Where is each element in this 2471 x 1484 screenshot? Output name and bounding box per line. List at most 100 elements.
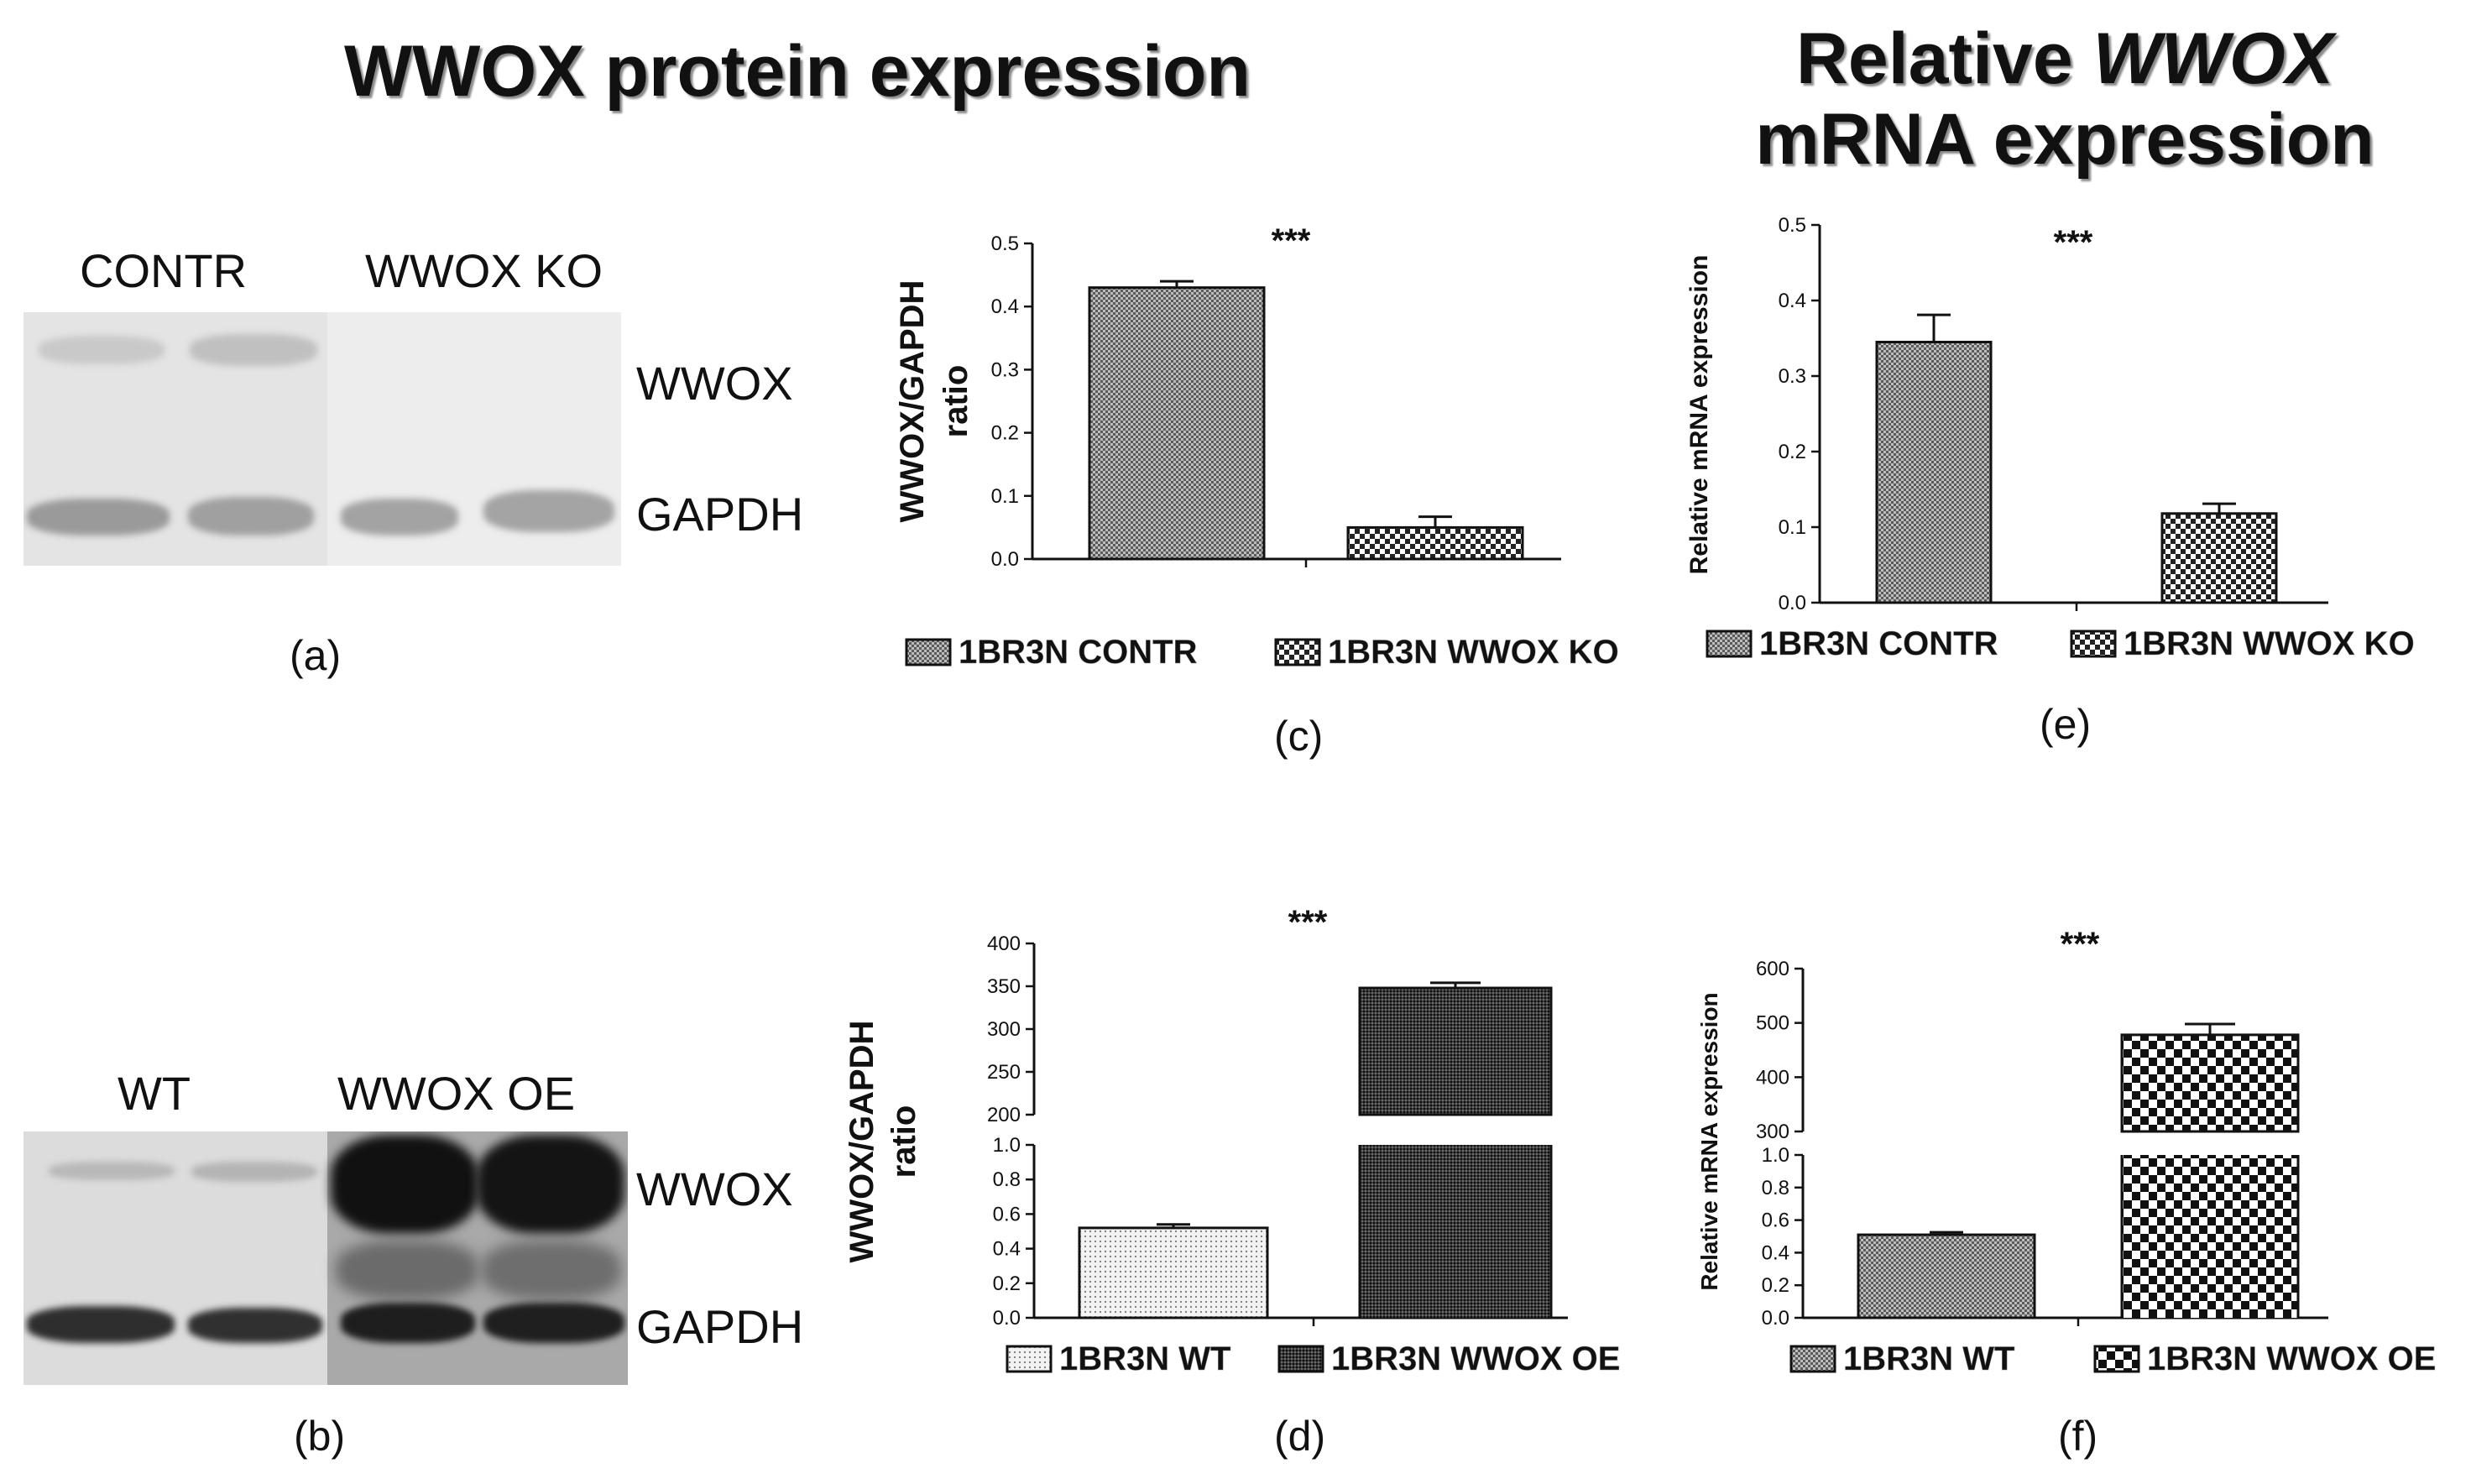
y-tick-label: 0.0 <box>1762 1307 1789 1330</box>
panel-label-c: (c) <box>1274 713 1324 760</box>
blot-a-wwox-band-2 <box>190 334 317 366</box>
panel-label-f: (f) <box>2058 1413 2098 1460</box>
y-tick-label: 0.2 <box>993 1272 1021 1295</box>
bar-1br3n-wt <box>1857 1233 2036 1319</box>
legend-label: 1BR3N WT <box>1059 1340 1230 1377</box>
blot-b-band-label-gapdh: GAPDH <box>636 1300 804 1353</box>
y-tick-label: 500 <box>1756 1012 1789 1035</box>
y-tick-label: 250 <box>987 1061 1021 1084</box>
y-tick-label: 0.8 <box>1762 1177 1789 1199</box>
blot-a-gapdh-band-3 <box>341 499 458 536</box>
y-tick-label: 0.2 <box>991 422 1019 445</box>
blot-b-smear-oe-1 <box>336 1241 478 1299</box>
blot-a-band-label-wwox: WWOX <box>636 357 793 410</box>
blot-b-smear-oe-2 <box>482 1241 621 1299</box>
y-tick-label: 0.4 <box>993 1238 1021 1261</box>
y-tick-label: 0.0 <box>993 1307 1021 1330</box>
significance-stars: *** <box>2054 224 2093 261</box>
y-tick-label: 0.0 <box>991 548 1019 571</box>
y-tick-label: 350 <box>987 975 1021 998</box>
y-axis-label: WWOX/GAPDH <box>894 280 931 523</box>
legend-label: 1BR3N WWOX OE <box>2147 1340 2436 1377</box>
bar-1br3n-wt <box>1078 1226 1269 1319</box>
legend-label: 1BR3N WWOX OE <box>1331 1340 1620 1377</box>
blot-b-gapdh-band-3 <box>341 1303 475 1343</box>
blot-b-gapdh-band-1 <box>27 1306 175 1343</box>
bar-1br3n-wwox-oe-upper <box>2120 1033 2300 1133</box>
blot-a-band-label-gapdh: GAPDH <box>636 488 804 541</box>
y-tick-label: 0.5 <box>991 233 1019 255</box>
legend-swatch <box>2070 630 2117 658</box>
chart-e: 0.0 0.1 0.2 0.3 0.4 0.5 *** Relative mRNA expre… <box>1685 214 2415 662</box>
y-tick-label: 1.0 <box>1762 1144 1789 1167</box>
legend-label: 1BR3N WWOX KO <box>2124 625 2415 662</box>
y-tick-label: 0.3 <box>1779 365 1806 388</box>
panel-label-a: (a) <box>290 632 342 679</box>
title-mrna-gene: WWOX <box>2092 18 2334 99</box>
legend-label: 1BR3N CONTR <box>1759 625 1998 662</box>
chart-d: 0.0 0.2 0.4 0.6 0.8 1.0 200 250 300 350 400 *** WWOX… <box>844 904 1621 1377</box>
significance-stars: *** <box>1288 904 1328 941</box>
chart-c: 0.0 0.1 0.2 0.3 0.4 0.5 *** WWOX/GAPDH ratio 1BR3… <box>894 222 1619 671</box>
bar-1br3n-wwox-oe-upper <box>1358 986 1553 1116</box>
y-axis-label: Relative mRNA expression <box>1696 992 1722 1290</box>
y-tick-label: 0.4 <box>1762 1241 1789 1264</box>
blot-b-lane-label-wt: WT <box>118 1067 191 1120</box>
legend-swatch <box>1706 630 1753 658</box>
y-axis-label-line2: ratio <box>885 1105 922 1178</box>
y-tick-label: 0.5 <box>1779 214 1806 237</box>
bar-1br3n-wwox-oe-lower <box>1360 1145 1551 1318</box>
blot-b-gapdh-band-4 <box>483 1303 624 1343</box>
y-axis-label-line2: ratio <box>938 365 974 438</box>
y-tick-label: 0.1 <box>1779 516 1806 539</box>
title-mrna-prefix: Relative <box>1795 18 2093 99</box>
y-tick-label: 0.4 <box>991 295 1019 318</box>
bar-1br3n-wwox-oe-lower <box>2122 1155 2298 1318</box>
y-tick-label: 300 <box>1756 1121 1789 1143</box>
blot-a-gapdh-band-1 <box>27 499 170 536</box>
y-tick-label: 300 <box>987 1018 1021 1041</box>
panel-label-d: (d) <box>1274 1413 1326 1460</box>
y-tick-label: 400 <box>987 933 1021 955</box>
western-blot-a <box>24 312 621 566</box>
legend-label: 1BR3N WWOX KO <box>1328 634 1619 671</box>
y-tick-label: 0.6 <box>993 1203 1021 1225</box>
bar-1br3n-wwox-ko <box>2160 512 2278 604</box>
legend-swatch <box>1006 1345 1053 1373</box>
bar-1br3n-contr <box>1875 341 1993 604</box>
significance-stars: *** <box>2061 926 2100 963</box>
y-tick-label: 600 <box>1756 958 1789 980</box>
blot-b-gapdh-band-2 <box>188 1308 322 1343</box>
y-tick-label: 0.3 <box>991 358 1019 381</box>
blot-a-lane-label-ko: WWOX KO <box>365 244 603 297</box>
blot-b-lane-label-oe: WWOX OE <box>337 1067 576 1120</box>
blot-b-wwox-band-2 <box>191 1162 317 1182</box>
blot-a-wwox-band-1 <box>39 336 165 364</box>
y-tick-label: 0.2 <box>1762 1274 1789 1297</box>
legend-swatch <box>1274 638 1321 666</box>
legend-swatch <box>2093 1345 2140 1373</box>
legend-swatch <box>1789 1345 1836 1373</box>
y-axis-label: WWOX/GAPDH <box>844 1021 880 1263</box>
blot-b-band-label-wwox: WWOX <box>636 1163 793 1215</box>
legend-swatch <box>1277 1345 1324 1373</box>
bar-1br3n-contr <box>1088 286 1266 561</box>
blot-b-wwox-band-1 <box>49 1162 175 1180</box>
title-mrna-expression: Relative WWOX mRNA expression <box>1746 18 2384 180</box>
legend-swatch <box>905 638 952 666</box>
significance-stars: *** <box>1272 222 1311 259</box>
y-axis-label: Relative mRNA expression <box>1685 255 1713 575</box>
title-mrna-line2: mRNA expression <box>1755 99 2374 180</box>
y-tick-label: 0.4 <box>1779 290 1806 312</box>
y-tick-label: 0.8 <box>993 1168 1021 1191</box>
legend-label: 1BR3N WT <box>1843 1340 2014 1377</box>
blot-b-wwox-band-oe-1 <box>331 1135 478 1234</box>
panel-label-e: (e) <box>2040 701 2092 748</box>
y-tick-label: 400 <box>1756 1066 1789 1089</box>
blot-a-gapdh-band-4 <box>483 490 614 532</box>
legend-label: 1BR3N CONTR <box>959 634 1198 671</box>
blot-b-wwox-band-oe-2 <box>477 1135 624 1234</box>
blot-a-gapdh-band-2 <box>188 497 314 536</box>
